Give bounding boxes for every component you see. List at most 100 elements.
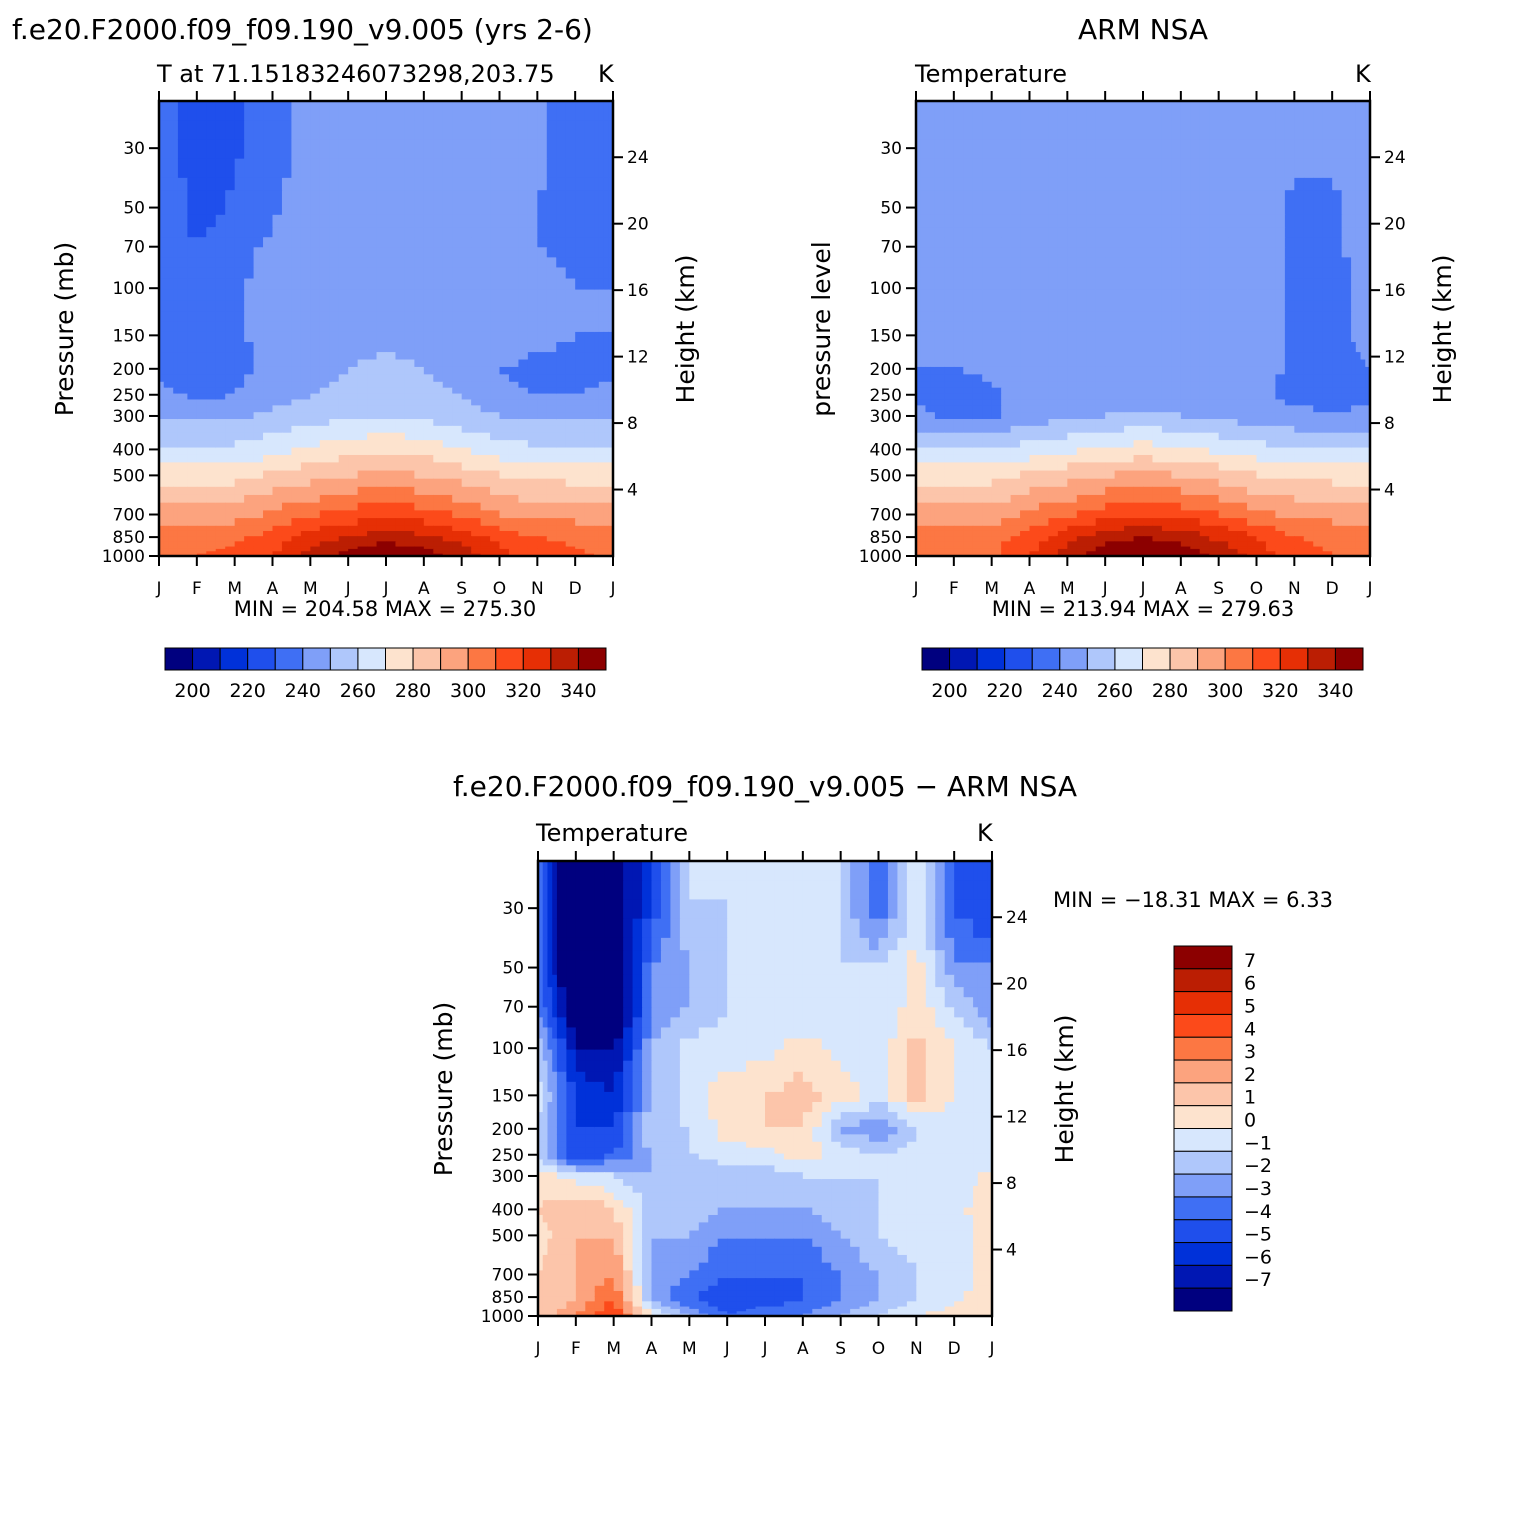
- heatmap-cell: [1360, 486, 1366, 496]
- heatmap-cell: [1351, 366, 1357, 375]
- heatmap-cell: [442, 139, 453, 160]
- heatmap-cell: [1228, 177, 1239, 191]
- heatmap-cell: [234, 374, 245, 383]
- heatmap-cell: [386, 158, 397, 179]
- heatmap-cell: [1095, 387, 1106, 395]
- heatmap-cell: [1313, 393, 1324, 401]
- heatmap-cell: [1190, 432, 1201, 441]
- heatmap-cell: [1048, 510, 1059, 519]
- x-tick-label: F: [192, 579, 202, 599]
- heatmap-cell: [329, 518, 340, 527]
- heatmap-cell: [1180, 478, 1191, 488]
- heatmap-cell: [1010, 342, 1021, 353]
- heatmap-cell: [944, 470, 955, 480]
- heatmap-cell: [1124, 342, 1135, 353]
- heatmap-cell: [404, 278, 415, 291]
- panel-title-obs: ARM NSA: [1078, 13, 1208, 46]
- heatmap-cell: [598, 447, 605, 456]
- heatmap-cell: [300, 247, 311, 258]
- heatmap-cell: [244, 399, 255, 406]
- heatmap-cell: [1038, 399, 1050, 406]
- heatmap-cell: [963, 190, 974, 204]
- heatmap-cell: [206, 425, 217, 434]
- heatmap-cell: [499, 321, 510, 333]
- heatmap-cell: [991, 425, 1002, 434]
- heatmap-cell: [1057, 247, 1068, 258]
- heatmap-cell: [404, 425, 415, 434]
- heatmap-cell: [1076, 289, 1087, 302]
- heatmap-cell: [499, 387, 510, 395]
- heatmap-cell: [215, 530, 226, 537]
- heatmap-cell: [584, 158, 595, 179]
- heatmap-cell: [920, 300, 927, 313]
- heatmap-cell: [1313, 454, 1324, 464]
- heatmap-cell: [1114, 393, 1125, 401]
- heatmap-cell: [598, 551, 605, 555]
- heatmap-cell: [338, 321, 349, 333]
- heatmap-cell: [272, 494, 283, 504]
- heatmap-cell: [1086, 447, 1097, 456]
- colorbar-label: 300: [450, 680, 486, 702]
- heatmap-cell: [196, 139, 207, 160]
- heatmap-cell: [414, 202, 425, 216]
- heatmap-cell: [414, 447, 425, 456]
- heatmap-cell: [575, 447, 586, 456]
- heatmap-cell: [163, 486, 170, 496]
- heatmap-cell: [537, 177, 548, 191]
- heatmap-cell: [1010, 425, 1021, 434]
- heatmap-cell: [272, 478, 283, 488]
- heatmap-cell: [173, 510, 179, 519]
- heatmap-cell: [173, 425, 179, 434]
- heatmap-cell: [1001, 518, 1012, 527]
- heatmap-cell: [1355, 352, 1362, 361]
- heatmap-cell: [310, 486, 321, 496]
- heatmap-cell: [1038, 300, 1050, 313]
- heatmap-cell: [1341, 359, 1352, 368]
- heatmap-cell: [1133, 447, 1144, 456]
- heatmap-cell: [1265, 289, 1277, 302]
- heatmap-cell: [916, 359, 922, 368]
- heatmap-cell: [1086, 412, 1097, 420]
- heatmap-cell: [1029, 462, 1040, 472]
- heatmap-cell: [584, 419, 595, 427]
- heatmap-cell: [1095, 257, 1106, 269]
- heatmap-cell: [930, 440, 936, 449]
- heatmap-cell: [1303, 342, 1314, 353]
- heatmap-cell: [291, 440, 302, 449]
- heatmap-cell: [461, 352, 472, 361]
- heatmap-cell: [404, 518, 415, 527]
- heatmap-cell: [1247, 405, 1258, 413]
- heatmap-cell: [1020, 440, 1031, 449]
- heatmap-cell: [1124, 470, 1135, 480]
- heatmap-cell: [1143, 432, 1154, 441]
- heatmap-cell: [1247, 214, 1258, 228]
- heatmap-cell: [1010, 486, 1021, 496]
- heatmap-cell: [1114, 374, 1125, 383]
- heatmap-cell: [1284, 120, 1295, 141]
- heatmap-cell: [1294, 447, 1305, 456]
- heatmap-cell: [234, 101, 245, 121]
- heatmap-cell: [603, 494, 609, 504]
- heatmap-cell: [982, 440, 993, 449]
- heatmap-cell: [177, 247, 188, 258]
- heatmap-cell: [963, 447, 974, 456]
- heatmap-cell: [1095, 486, 1106, 496]
- heatmap-cell: [1190, 366, 1201, 375]
- heatmap-cell: [1010, 399, 1021, 406]
- heatmap-cell: [452, 359, 463, 368]
- heatmap-cell: [367, 470, 378, 480]
- heatmap-cell: [414, 525, 425, 532]
- heatmap-cell: [414, 177, 425, 191]
- heatmap-cell: [1095, 321, 1106, 333]
- heatmap-cell: [963, 425, 974, 434]
- heatmap-cell: [608, 120, 613, 141]
- heatmap-cell: [1105, 419, 1116, 427]
- heatmap-cell: [159, 425, 165, 434]
- heatmap-cell: [1199, 177, 1210, 191]
- heatmap-cell: [934, 478, 945, 488]
- heatmap-cell: [206, 139, 217, 160]
- heatmap-cell: [1313, 412, 1324, 420]
- heatmap-cell: [1322, 177, 1333, 191]
- heatmap-cell: [490, 419, 501, 427]
- heatmap-cell: [934, 267, 945, 280]
